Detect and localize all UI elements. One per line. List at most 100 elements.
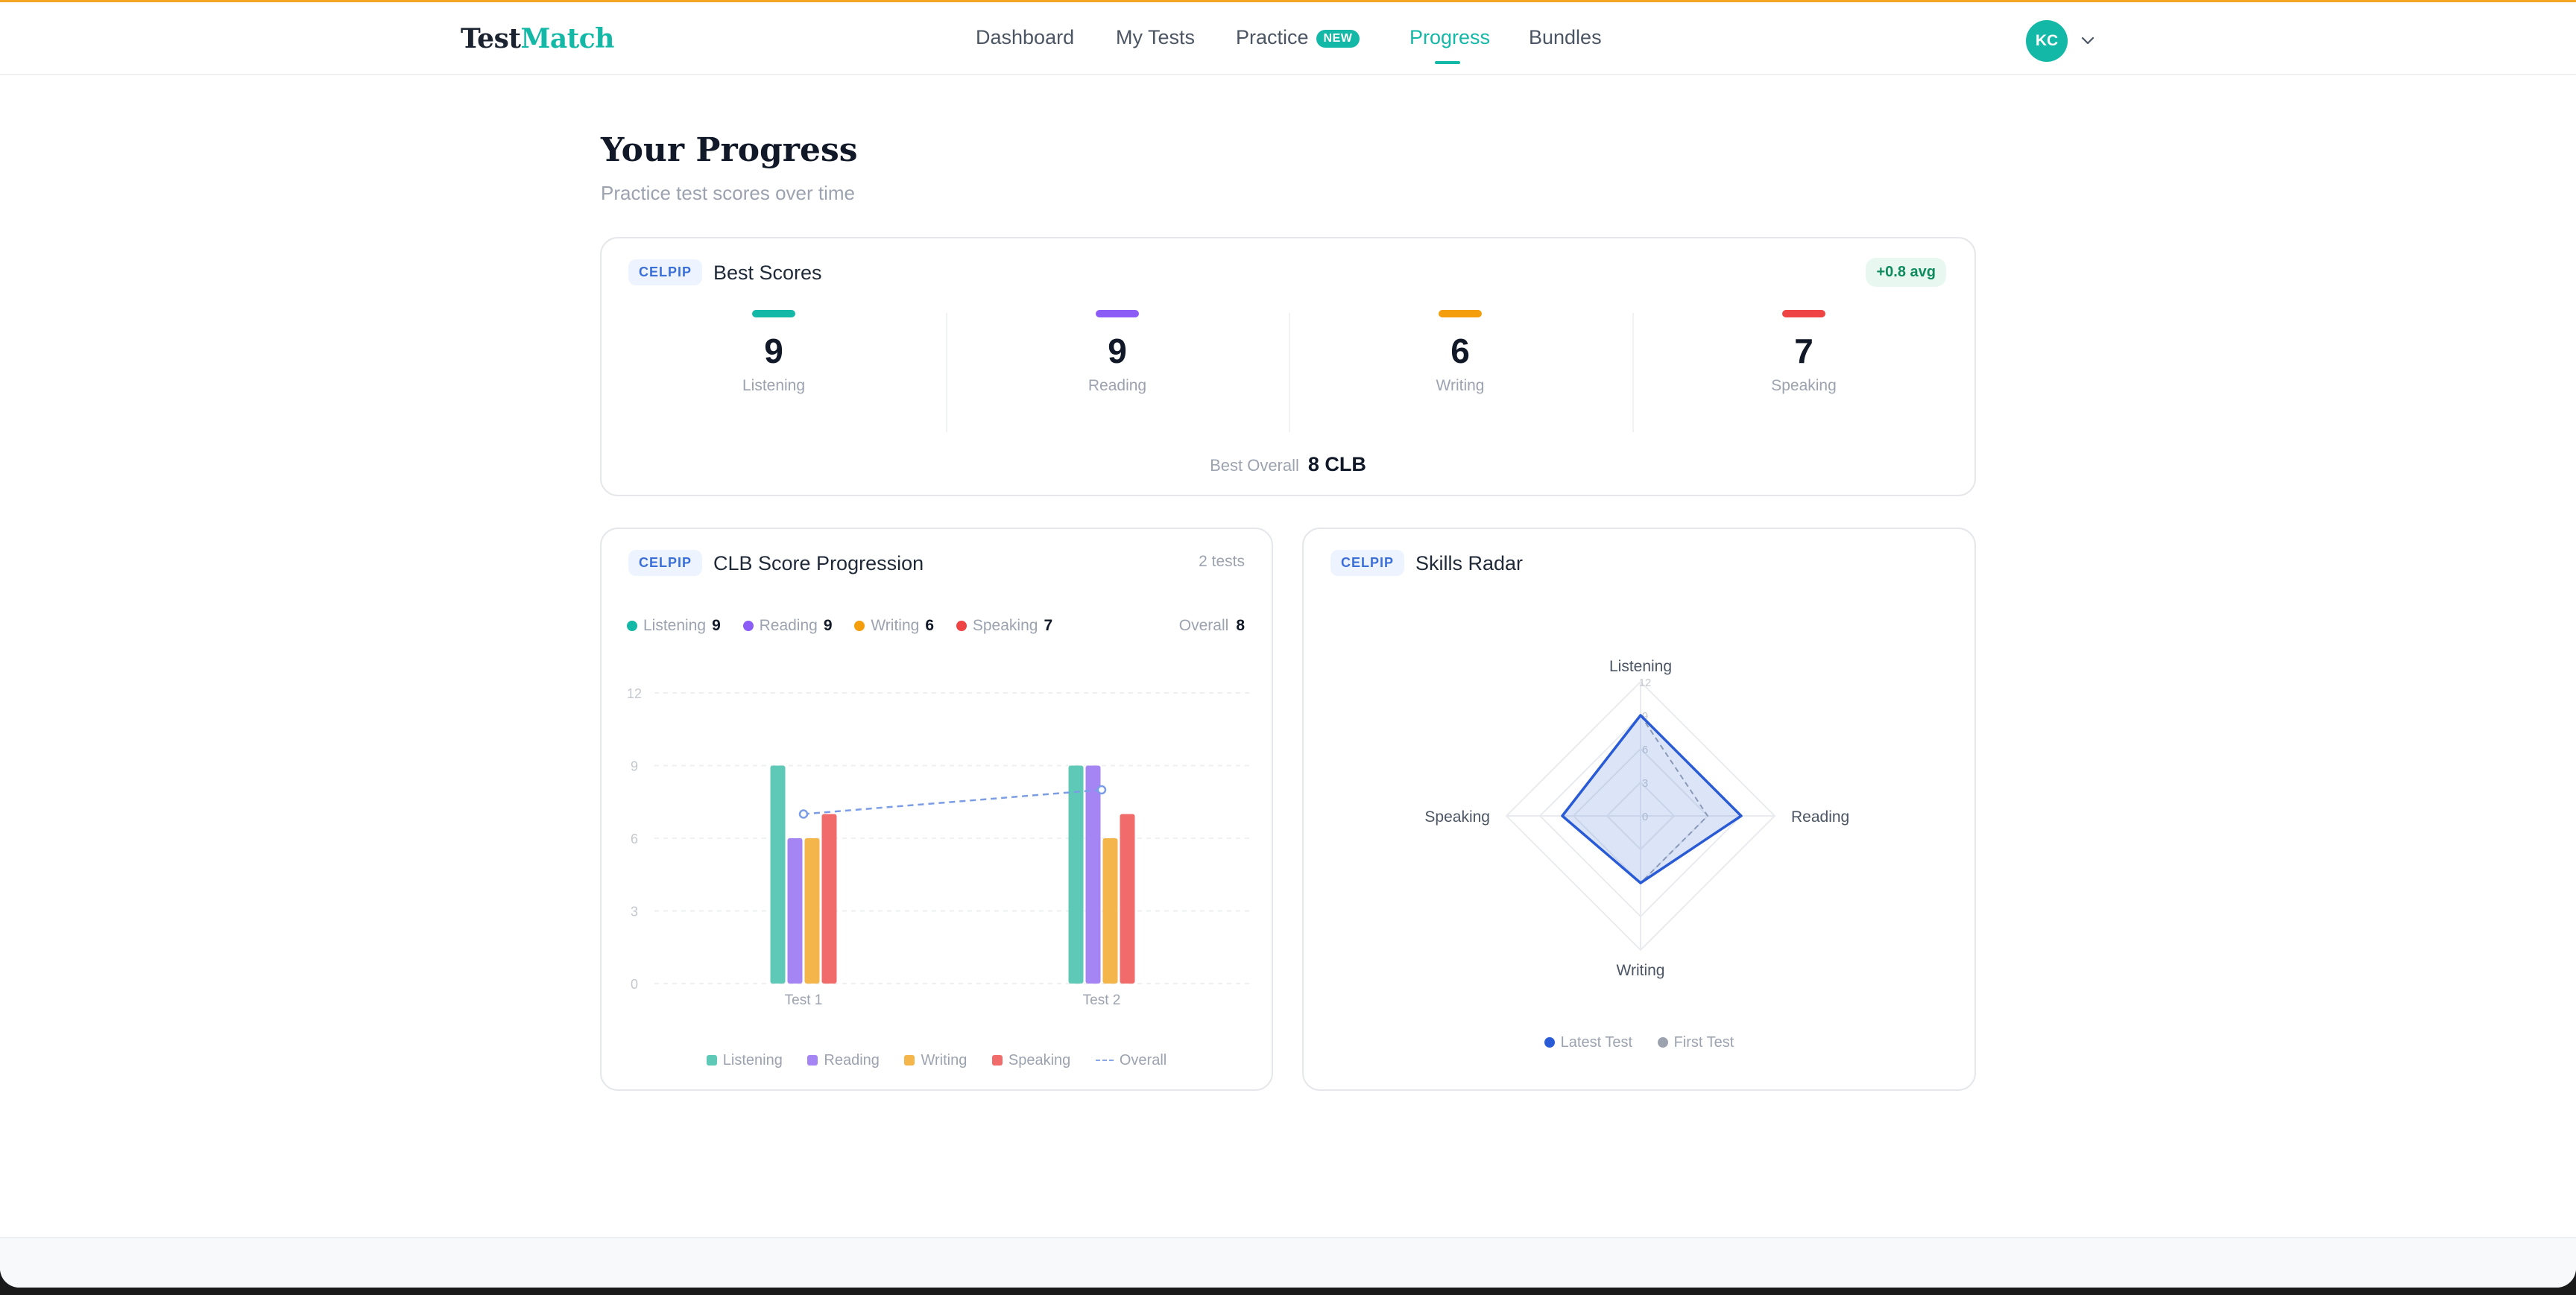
page-subtitle: Practice test scores over time: [601, 182, 855, 204]
writing-dot: [854, 621, 865, 631]
nav-bundles[interactable]: Bundles: [1529, 26, 1602, 49]
nav-my-tests-label: My Tests: [1116, 26, 1196, 48]
radar-tick-label: 6: [1642, 744, 1648, 756]
radar-axis-label-listening: Listening: [1609, 658, 1672, 675]
user-avatar[interactable]: KC: [2026, 20, 2068, 62]
bar-speaking-2: [1120, 814, 1135, 984]
legend-listening-label: Listening: [722, 1052, 783, 1068]
bar-speaking-1: [821, 814, 837, 984]
y-tick-label: 3: [631, 905, 638, 919]
avg-change-badge: +0.8 avg: [1866, 258, 1946, 287]
y-tick-label: 6: [631, 832, 638, 846]
brand-logo-part2: Match: [520, 23, 614, 54]
overall-line: [803, 788, 1102, 815]
y-tick-label: 9: [631, 759, 638, 774]
bar-writing-1: [804, 838, 820, 984]
summary-listening-value: 9: [712, 617, 721, 634]
legend-latest-label: Latest Test: [1560, 1034, 1633, 1051]
nav-dashboard-label: Dashboard: [976, 26, 1075, 48]
reading-dot: [742, 621, 754, 631]
legend-reading-label: Reading: [824, 1052, 880, 1068]
column-divider: [946, 313, 947, 432]
celpip-tag: CELPIP: [1330, 550, 1405, 576]
bar-listening-1: [770, 765, 786, 984]
skills-radar-title: Skills Radar: [1415, 552, 1524, 574]
legend-latest-dot: [1544, 1037, 1555, 1048]
writing-best-label: Writing: [1436, 377, 1485, 394]
progression-legend: Listening Reading Writing Speaking Overa…: [602, 1052, 1272, 1069]
page-footer: [0, 1237, 2576, 1288]
best-overall-value: 8 CLB: [1307, 453, 1366, 475]
legend-speaking[interactable]: Speaking: [991, 1052, 1071, 1069]
legend-latest-test[interactable]: Latest Test: [1544, 1034, 1632, 1051]
nav-practice-label: Practice: [1236, 26, 1309, 48]
column-divider: [1632, 313, 1634, 432]
best-score-writing: 6 Writing: [1289, 310, 1632, 429]
summary-speaking: Speaking 7: [956, 617, 1052, 635]
legend-speaking-swatch: [991, 1055, 1003, 1066]
summary-listening-label: Listening: [643, 617, 707, 634]
tests-count: 2 tests: [1199, 553, 1245, 570]
summary-reading-label: Reading: [759, 617, 818, 634]
nav-my-tests[interactable]: My Tests: [1116, 26, 1195, 49]
legend-writing-swatch: [904, 1055, 915, 1066]
nav-progress-label: Progress: [1409, 26, 1491, 48]
y-tick-label: 0: [631, 977, 638, 992]
skills-radar-card: CELPIP Skills Radar 0 3 6 9 12 Listening Readi…: [1302, 528, 1976, 1091]
best-scores-title: Best Scores: [713, 262, 822, 284]
summary-speaking-value: 7: [1044, 617, 1053, 634]
top-accent-line: [0, 0, 2576, 2]
brand-logo-part1: Test: [461, 23, 521, 54]
writing-color-bar: [1439, 310, 1482, 317]
progression-title: CLB Score Progression: [713, 552, 924, 574]
legend-reading[interactable]: Reading: [807, 1052, 880, 1069]
summary-overall-label: Overall: [1178, 617, 1229, 634]
legend-overall[interactable]: Overall: [1095, 1052, 1167, 1069]
celpip-tag: CELPIP: [628, 259, 703, 285]
overall-point-2: [1096, 785, 1107, 795]
legend-first-label: First Test: [1673, 1034, 1734, 1051]
brand-logo[interactable]: TestMatch: [461, 23, 614, 54]
legend-writing[interactable]: Writing: [904, 1052, 967, 1069]
legend-speaking-label: Speaking: [1008, 1052, 1071, 1068]
legend-listening[interactable]: Listening: [706, 1052, 783, 1069]
legend-writing-label: Writing: [921, 1052, 967, 1068]
radar-axis-label-reading: Reading: [1791, 808, 1849, 826]
reading-best-label: Reading: [1087, 377, 1147, 394]
writing-best-value: 6: [1450, 332, 1470, 370]
speaking-best-label: Speaking: [1771, 377, 1837, 394]
radar-tick-label: 0: [1642, 811, 1648, 823]
nav-practice[interactable]: Practice NEW: [1236, 26, 1360, 49]
skills-radar-chart: 0 3 6 9 12 Listening Reading Writing Speaking: [1424, 658, 1849, 979]
best-overall: Best Overall 8 CLB: [602, 453, 1974, 476]
summary-writing-label: Writing: [871, 617, 920, 634]
summary-speaking-label: Speaking: [972, 617, 1038, 634]
speaking-best-value: 7: [1794, 332, 1813, 370]
nav-progress[interactable]: Progress: [1409, 26, 1490, 49]
reading-best-value: 9: [1108, 332, 1127, 370]
legend-first-dot: [1657, 1037, 1668, 1048]
radar-tick-label: 9: [1642, 710, 1648, 723]
speaking-color-bar: [1782, 310, 1825, 317]
listening-color-bar: [752, 310, 795, 317]
best-overall-label: Best Overall: [1210, 456, 1299, 475]
nav-bundles-label: Bundles: [1529, 26, 1602, 48]
y-tick-label: 12: [627, 686, 642, 701]
summary-legend: Listening 9 Reading 9 Writing 6 Speaking 7: [627, 617, 1070, 635]
summary-overall-value: 8: [1236, 617, 1245, 634]
summary-reading: Reading 9: [742, 617, 833, 635]
chevron-down-icon[interactable]: [2080, 32, 2096, 48]
summary-reading-value: 9: [823, 617, 833, 634]
latest-test-polygon: [1561, 714, 1743, 884]
legend-first-test[interactable]: First Test: [1657, 1034, 1734, 1051]
clb-progression-chart: 0 3 6 9 12 Test 1 Test 2: [627, 686, 1251, 1008]
active-nav-underline: [1435, 61, 1460, 64]
nav-dashboard[interactable]: Dashboard: [976, 26, 1074, 49]
summary-listening: Listening 9: [627, 617, 721, 635]
listening-dot: [627, 621, 637, 631]
radar-tick-label: 3: [1642, 777, 1648, 790]
best-score-reading: 9 Reading: [946, 310, 1289, 429]
radar-axis-label-writing: Writing: [1617, 962, 1665, 979]
listening-best-value: 9: [764, 332, 783, 370]
